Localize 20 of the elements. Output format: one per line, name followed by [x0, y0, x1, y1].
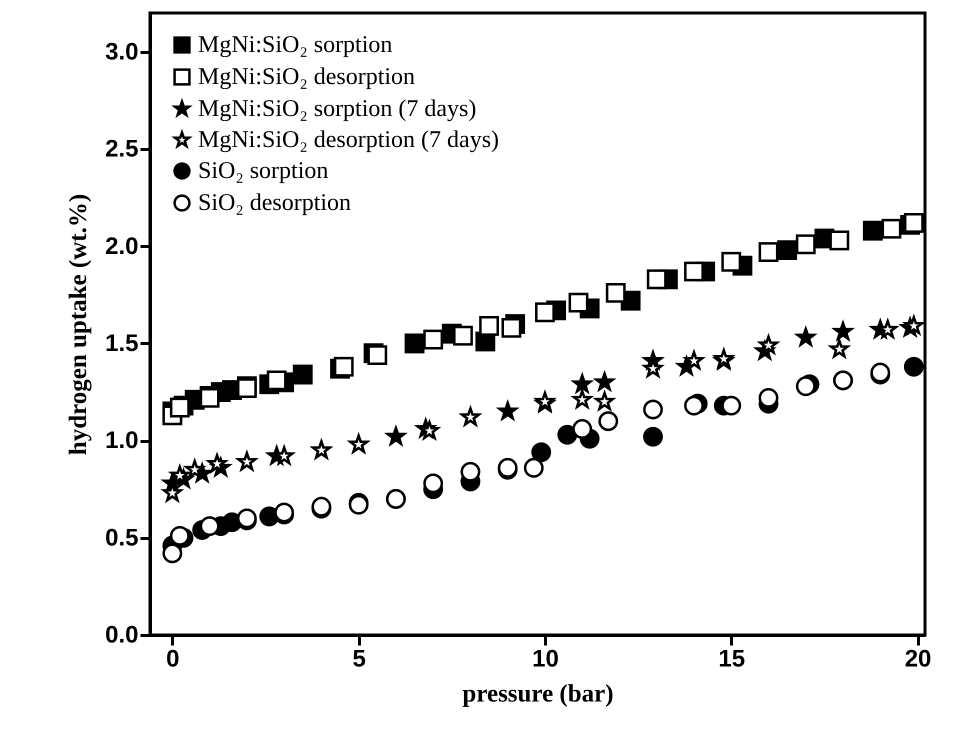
y-tick-label: 1.5 — [105, 330, 138, 357]
legend-label: MgNi:SiO₂ desorption — [198, 64, 416, 90]
x-axis-title: pressure (bar) — [462, 680, 614, 708]
y-tick-label: 2.5 — [105, 136, 138, 163]
y-axis-title: hydrogen uptake (wt.%) — [65, 194, 92, 456]
x-tick-label: 20 — [904, 646, 932, 672]
y-tick-label: 0.0 — [105, 622, 138, 648]
y-tick-label: 2.0 — [105, 232, 138, 260]
legend-label: SiO₂ sorption — [198, 158, 328, 184]
legend-label: MgNi:SiO₂ desorption (7 days) — [198, 127, 500, 153]
legend-label: MgNi:SiO₂ sorption (7 days) — [198, 96, 476, 122]
legend-label: SiO₂ desorption — [198, 190, 352, 216]
legend-label: MgNi:SiO₂ sorption — [198, 32, 392, 58]
y-tick-label: 3.0 — [105, 38, 138, 66]
x-tick-label: 15 — [718, 646, 746, 672]
y-tick-label: 1.0 — [105, 427, 138, 454]
x-tick-label: 10 — [532, 646, 559, 672]
x-tick-label: 5 — [352, 646, 366, 672]
x-tick-label: 0 — [166, 646, 180, 672]
y-tick-label: 0.5 — [105, 524, 138, 552]
